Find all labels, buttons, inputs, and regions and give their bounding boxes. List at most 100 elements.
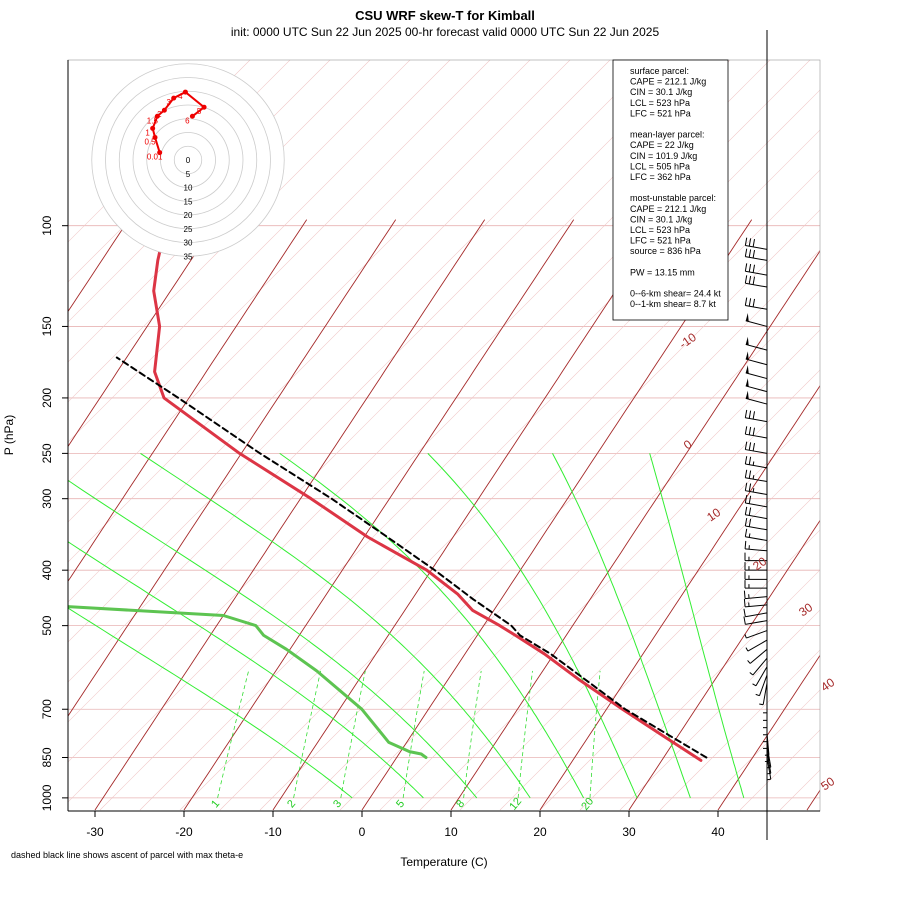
stats-line: surface parcel: xyxy=(630,66,689,76)
guide-line xyxy=(459,449,820,811)
isotherm-line xyxy=(717,654,820,811)
wind-barb-staff xyxy=(762,682,768,705)
isotherm-line xyxy=(450,250,820,811)
wind-barb-feather xyxy=(752,427,756,436)
hodograph-ring xyxy=(91,63,285,257)
wind-barb-staff xyxy=(745,502,768,508)
wind-barb-feather xyxy=(744,528,748,537)
hodograph-ring-label: 0 xyxy=(186,156,191,165)
pressure-axis: 100 150 200 250 300 400 500 700 850 1000 xyxy=(40,60,69,811)
hodograph-trace-label: 6 xyxy=(185,116,190,125)
wind-barb-staff xyxy=(747,639,768,652)
stats-line: CAPE = 22 J/kg xyxy=(630,140,694,150)
wind-barb-feather xyxy=(748,410,752,419)
isotherm-line xyxy=(68,219,219,448)
guide-line xyxy=(499,489,820,811)
isotherm-line xyxy=(539,384,820,811)
wind-barb-feather xyxy=(748,518,752,527)
temperature-line xyxy=(152,236,703,762)
stats-line: most-unstable parcel: xyxy=(630,193,716,203)
wind-barb-feather xyxy=(744,456,748,465)
stats-box-frame xyxy=(612,59,729,321)
wind-barb-flag xyxy=(745,378,749,387)
mixing-ratio-line xyxy=(217,670,249,798)
hodograph-trace-label: 4 xyxy=(178,92,183,101)
wind-barb-staff xyxy=(745,372,768,380)
hodograph-point xyxy=(182,89,188,95)
stats-line: LFC = 362 hPa xyxy=(630,172,691,182)
y-tick-label: 100 xyxy=(40,215,54,235)
wind-barb-staff xyxy=(755,666,768,687)
guide-line xyxy=(860,0,900,810)
guide-line xyxy=(699,689,820,811)
wind-barb-feather xyxy=(748,456,752,465)
stats-line: CAPE = 212.1 J/kg xyxy=(630,77,706,87)
guide-line xyxy=(379,369,820,811)
wind-barb-feather xyxy=(748,495,752,504)
wind-barb-feather xyxy=(744,540,747,549)
stats-line: CIN = 101.9 J/kg xyxy=(630,151,697,161)
wind-barb-staff xyxy=(745,604,768,608)
wind-barb-staff xyxy=(766,751,772,774)
stats-line: LCL = 523 hPa xyxy=(630,98,690,108)
hodograph-trace-label: 1 xyxy=(145,128,150,137)
hodograph-point xyxy=(154,113,160,119)
hodograph-ring xyxy=(146,118,230,202)
y-tick-label: 200 xyxy=(40,388,54,408)
wind-barb-feather xyxy=(752,238,756,248)
hodograph-ring-label: 5 xyxy=(186,170,191,179)
isotherm-label: 50 xyxy=(818,774,837,793)
y-tick-label: 250 xyxy=(40,443,54,463)
hodograph-ring xyxy=(173,145,203,175)
wind-barb-staff xyxy=(745,514,768,520)
guide-line xyxy=(179,169,820,811)
guide-line xyxy=(99,89,820,811)
wind-barb-staff xyxy=(766,745,772,768)
moist-adiabat-label: 5 xyxy=(394,798,407,810)
isotherm-label: 40 xyxy=(818,675,837,694)
guide-line xyxy=(68,60,491,483)
y-tick-label: 700 xyxy=(40,699,54,719)
chart-title: CSU WRF skew-T for Kimball xyxy=(355,8,535,23)
hodograph-ring-label: 35 xyxy=(184,252,193,261)
hodograph-ring-label: 10 xyxy=(184,184,193,193)
guide-line xyxy=(339,329,820,811)
wind-barb-feather xyxy=(744,409,748,418)
hodograph-point xyxy=(161,107,167,113)
isotherm-label: 10 xyxy=(704,505,723,524)
hodograph-point xyxy=(201,104,207,110)
wind-barb-feather xyxy=(748,426,752,435)
guide-line xyxy=(259,249,820,811)
wind-barb-feather xyxy=(748,275,752,284)
hodograph-trace-label: 5 xyxy=(197,107,202,116)
isotherm-line xyxy=(896,220,900,810)
x-tick-label: 0 xyxy=(359,825,366,839)
parcel-ascent-line xyxy=(115,356,708,759)
wind-barb-flag xyxy=(745,313,749,322)
wind-barb-staff xyxy=(745,270,768,276)
stats-line: source = 836 hPa xyxy=(630,246,701,256)
wind-barb-staff xyxy=(745,343,768,351)
wind-barb-feather xyxy=(744,441,748,450)
wind-barb-half-feather xyxy=(752,461,755,466)
stats-line: CIN = 30.1 J/kg xyxy=(630,214,692,224)
wind-barb-half-feather xyxy=(745,647,749,652)
guide-line xyxy=(68,60,611,603)
wind-barb-staff xyxy=(745,417,768,423)
hodograph-ring xyxy=(132,104,244,216)
hodograph-point xyxy=(171,95,177,101)
wind-barb-staff xyxy=(745,536,768,542)
mixing-ratio-line xyxy=(517,670,533,798)
guide-line xyxy=(659,649,820,811)
wind-barb-staff xyxy=(745,397,768,405)
stats-box: surface parcel:CAPE = 212.1 J/kg CIN = 30… xyxy=(612,59,729,321)
wind-barb-half-feather xyxy=(752,683,757,687)
guide-line xyxy=(68,60,411,403)
chart-subtitle: init: 0000 UTC Sun 22 Jun 2025 00-hr for… xyxy=(231,25,660,39)
hodograph-ring xyxy=(105,77,271,243)
isotherm-line xyxy=(68,219,130,313)
hodograph-trace-label: 1.5 xyxy=(147,116,159,125)
wind-barb-staff xyxy=(745,256,768,261)
wind-barb-feather xyxy=(743,608,746,617)
wind-barb-half-feather xyxy=(752,488,755,493)
